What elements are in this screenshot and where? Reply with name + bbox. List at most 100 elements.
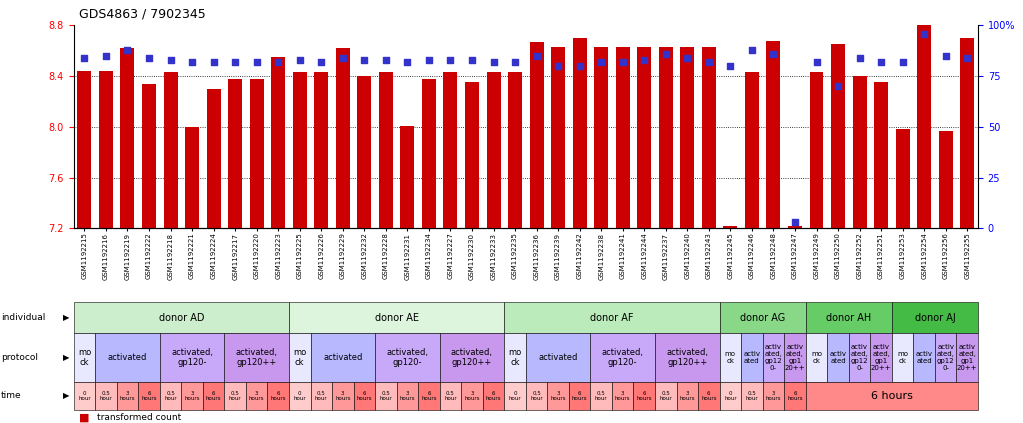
Bar	[142, 84, 157, 228]
Text: 6
hours: 6 hours	[636, 390, 652, 401]
Point	[420, 57, 437, 63]
Text: protocol: protocol	[1, 353, 38, 362]
Point	[335, 55, 351, 61]
Point	[765, 50, 782, 57]
Text: 3
hours: 3 hours	[550, 390, 566, 401]
Point	[636, 57, 653, 63]
Bar	[573, 38, 586, 228]
Bar	[99, 71, 113, 228]
Text: donor AH: donor AH	[827, 313, 872, 323]
Text: activ
ated,
gp12
0-: activ ated, gp12 0-	[764, 344, 783, 371]
Text: 3
hours: 3 hours	[184, 390, 199, 401]
Bar	[766, 41, 781, 228]
Text: 0.5
hour: 0.5 hour	[530, 390, 543, 401]
Bar	[357, 76, 371, 228]
Text: 3
hours: 3 hours	[765, 390, 782, 401]
Point	[292, 57, 308, 63]
Text: mo
ck: mo ck	[508, 348, 522, 367]
Text: 6
hours: 6 hours	[486, 390, 501, 401]
Text: activated,
gp120-: activated, gp120-	[602, 348, 643, 367]
Point	[249, 58, 265, 65]
Text: 6
hours: 6 hours	[270, 390, 286, 401]
Text: activ
ated,
gp12
0-: activ ated, gp12 0-	[851, 344, 869, 371]
Text: 0.5
hour: 0.5 hour	[380, 390, 392, 401]
Text: 6
hours: 6 hours	[206, 390, 221, 401]
Point	[270, 58, 286, 65]
Bar	[443, 72, 457, 228]
Text: 6
hours: 6 hours	[788, 390, 803, 401]
Bar	[594, 47, 609, 228]
Bar	[702, 47, 716, 228]
Point	[916, 30, 932, 37]
Text: 6 hours: 6 hours	[871, 391, 913, 401]
Point	[356, 57, 372, 63]
Bar	[379, 72, 393, 228]
Text: 6
hours: 6 hours	[421, 390, 437, 401]
Bar	[207, 89, 221, 228]
Point	[442, 57, 458, 63]
Text: activated,
gp120++: activated, gp120++	[235, 348, 277, 367]
Text: activated,
gp120++: activated, gp120++	[666, 348, 708, 367]
Bar	[487, 72, 500, 228]
Point	[506, 58, 523, 65]
Bar	[637, 47, 652, 228]
Text: 0.5
hour: 0.5 hour	[165, 390, 177, 401]
Bar	[164, 72, 178, 228]
Point	[658, 50, 674, 57]
Text: 6
hours: 6 hours	[141, 390, 157, 401]
Bar	[831, 44, 845, 228]
Text: 3
hours: 3 hours	[615, 390, 630, 401]
Bar	[551, 47, 565, 228]
Text: 0
hour: 0 hour	[78, 390, 91, 401]
Point	[77, 55, 93, 61]
Text: 0.5
hour: 0.5 hour	[315, 390, 327, 401]
Point	[701, 58, 717, 65]
Text: 3
hours: 3 hours	[679, 390, 695, 401]
Point	[593, 58, 610, 65]
Bar	[918, 25, 931, 228]
Text: 0.5
hour: 0.5 hour	[660, 390, 672, 401]
Text: ■: ■	[79, 412, 89, 423]
Point	[679, 55, 696, 61]
Point	[313, 58, 329, 65]
Point	[959, 55, 975, 61]
Point	[184, 58, 201, 65]
Bar	[723, 226, 738, 228]
Bar	[852, 76, 866, 228]
Point	[529, 52, 545, 59]
Text: donor AE: donor AE	[374, 313, 418, 323]
Text: donor AG: donor AG	[740, 313, 786, 323]
Point	[830, 83, 846, 90]
Text: 0.5
hour: 0.5 hour	[746, 390, 758, 401]
Text: activated: activated	[107, 353, 147, 362]
Point	[722, 63, 739, 69]
Text: activated,
gp120-: activated, gp120-	[387, 348, 429, 367]
Text: ▶: ▶	[63, 313, 70, 322]
Bar	[465, 82, 479, 228]
Bar	[271, 57, 285, 228]
Text: individual: individual	[1, 313, 45, 322]
Text: activ
ated,
gp1
20++: activ ated, gp1 20++	[957, 344, 978, 371]
Bar	[250, 79, 264, 228]
Bar	[314, 72, 328, 228]
Text: donor AD: donor AD	[159, 313, 204, 323]
Text: 3
hours: 3 hours	[120, 390, 135, 401]
Bar	[961, 38, 974, 228]
Text: donor AF: donor AF	[590, 313, 633, 323]
Text: 0.5
hour: 0.5 hour	[444, 390, 457, 401]
Text: activ
ated: activ ated	[830, 351, 846, 364]
Point	[206, 58, 222, 65]
Text: activated,
gp120-: activated, gp120-	[171, 348, 213, 367]
Point	[227, 58, 243, 65]
Bar	[121, 48, 134, 228]
Point	[163, 57, 179, 63]
Point	[98, 52, 115, 59]
Bar	[185, 127, 199, 228]
Point	[485, 58, 501, 65]
Bar	[508, 72, 522, 228]
Bar	[939, 131, 952, 228]
Bar	[745, 72, 759, 228]
Point	[744, 47, 760, 53]
Text: ▶: ▶	[63, 391, 70, 401]
Text: 0.5
hour: 0.5 hour	[594, 390, 608, 401]
